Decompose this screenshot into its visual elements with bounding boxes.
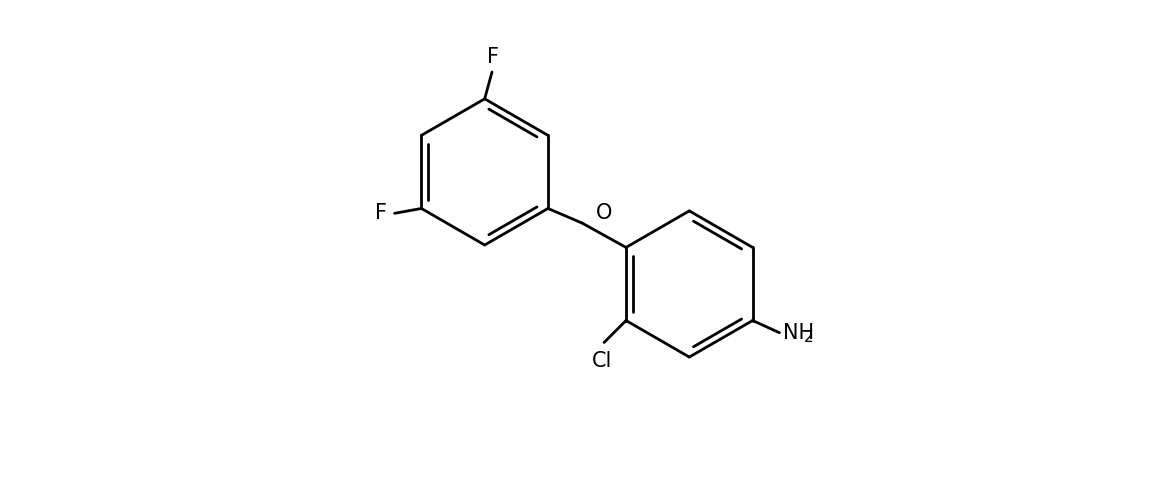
- Text: 2: 2: [804, 330, 814, 345]
- Text: NH: NH: [783, 323, 815, 343]
- Text: Cl: Cl: [592, 351, 612, 371]
- Text: O: O: [596, 203, 613, 223]
- Text: F: F: [376, 203, 387, 223]
- Text: F: F: [487, 47, 499, 67]
